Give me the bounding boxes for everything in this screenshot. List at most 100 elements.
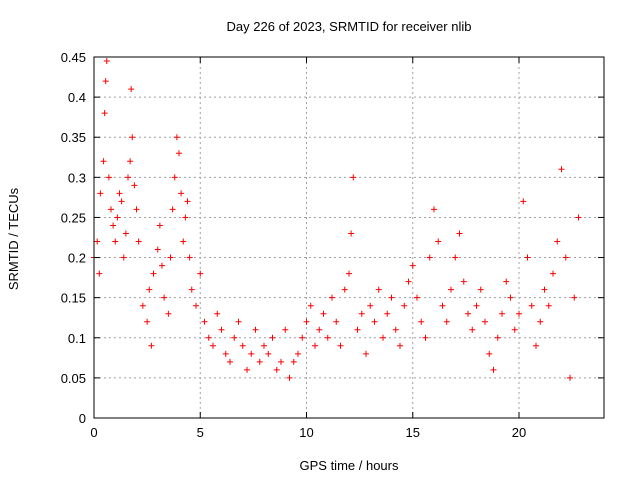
data-point — [169, 206, 176, 213]
data-point — [125, 174, 131, 181]
data-point — [269, 334, 276, 341]
data-point — [118, 198, 125, 205]
y-tick-label: 0.2 — [68, 251, 86, 266]
data-point — [448, 286, 454, 293]
data-point — [384, 310, 391, 317]
data-point — [235, 318, 242, 325]
data-point — [146, 286, 153, 293]
data-point — [265, 350, 272, 357]
data-point — [100, 158, 107, 165]
data-point — [273, 366, 280, 373]
data-point — [110, 222, 117, 229]
data-point — [388, 294, 395, 301]
y-tick-label: 0 — [79, 411, 86, 426]
data-point — [329, 294, 335, 301]
data-point — [116, 190, 123, 197]
data-point — [96, 270, 103, 277]
tick-labels: 0 0.05 0.1 0.15 0.2 0.25 0.3 0.35 0.4 0.45 0 5 10 15 2… — [61, 50, 527, 440]
data-point — [567, 374, 573, 381]
data-point — [348, 230, 355, 237]
data-point — [554, 238, 561, 245]
data-point — [477, 286, 484, 293]
data-point — [316, 326, 323, 333]
data-point — [341, 286, 348, 293]
y-tick-label: 0.25 — [61, 210, 86, 225]
data-point — [222, 350, 229, 357]
data-point — [456, 230, 463, 237]
data-point — [188, 286, 195, 293]
data-point — [431, 206, 437, 213]
data-point — [156, 222, 163, 229]
data-point — [227, 358, 233, 365]
data-point — [486, 350, 493, 357]
data-point — [371, 318, 378, 325]
data-point — [239, 342, 246, 349]
data-point — [101, 110, 108, 117]
y-tick-label: 0.15 — [61, 291, 86, 306]
data-point — [363, 350, 369, 357]
data-point — [131, 182, 138, 189]
data-point — [102, 78, 109, 85]
data-point — [129, 134, 136, 141]
data-point — [418, 318, 425, 325]
data-point — [186, 254, 193, 261]
data-point — [112, 238, 119, 245]
data-point — [350, 174, 357, 181]
plot-frame — [93, 56, 605, 419]
data-point — [401, 302, 408, 309]
x-tick-label: 5 — [197, 425, 204, 440]
data-point — [231, 334, 238, 341]
data-point — [405, 278, 412, 285]
data-point — [97, 190, 104, 197]
grid-lines — [94, 57, 604, 418]
data-point — [135, 238, 142, 245]
data-point — [159, 262, 165, 269]
data-point — [324, 334, 331, 341]
data-point — [173, 134, 180, 141]
data-point — [176, 150, 182, 157]
data-point — [210, 342, 216, 349]
data-point — [261, 342, 267, 349]
data-point — [452, 254, 459, 261]
data-point — [94, 238, 101, 245]
data-point — [128, 86, 135, 93]
data-point — [409, 262, 416, 269]
data-point — [422, 334, 429, 341]
data-point — [214, 310, 221, 317]
data-point — [286, 374, 293, 381]
data-point — [244, 366, 250, 373]
data-points — [91, 58, 582, 381]
y-tick-label: 0.3 — [68, 170, 86, 185]
data-point — [380, 334, 386, 341]
data-point — [290, 358, 297, 365]
data-point — [139, 302, 146, 309]
data-point — [494, 334, 501, 341]
data-point — [346, 270, 352, 277]
y-tick-label: 0.45 — [61, 50, 86, 65]
y-tick-label: 0.4 — [68, 90, 86, 105]
y-tick-label: 0.1 — [68, 331, 86, 346]
data-point — [248, 350, 255, 357]
data-point — [184, 198, 191, 205]
data-point — [533, 342, 539, 349]
data-point — [503, 278, 510, 285]
data-point — [178, 190, 185, 197]
data-point — [511, 326, 518, 333]
data-point — [295, 350, 301, 357]
data-point — [499, 310, 505, 317]
data-point — [197, 270, 204, 277]
data-point — [122, 230, 129, 237]
chart-title: Day 226 of 2023, SRMTID for receiver nli… — [227, 19, 472, 34]
data-point — [439, 302, 446, 309]
data-point — [180, 238, 187, 245]
data-point — [528, 302, 535, 309]
data-point — [320, 310, 327, 317]
data-point — [144, 318, 151, 325]
data-point — [545, 302, 552, 309]
data-point — [127, 158, 134, 165]
axis-ticks — [93, 56, 604, 419]
data-point — [358, 310, 365, 317]
data-point — [516, 310, 522, 317]
